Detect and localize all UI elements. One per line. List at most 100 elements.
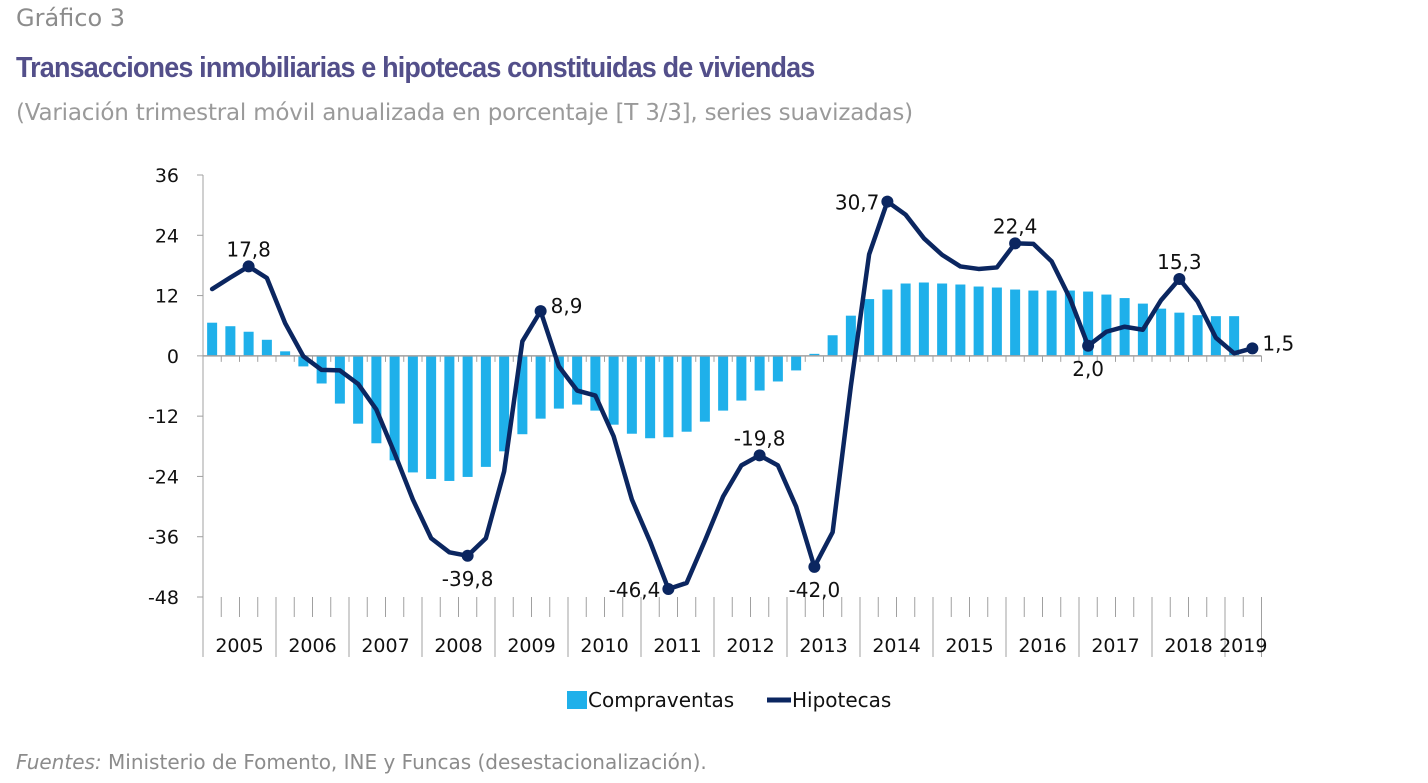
y-tick-label: -36 bbox=[148, 527, 179, 549]
y-tick-label: -24 bbox=[148, 466, 179, 488]
data-label: 1,5 bbox=[1262, 331, 1294, 355]
y-tick-label: 12 bbox=[155, 286, 179, 308]
data-point-marker bbox=[808, 560, 821, 573]
bar bbox=[955, 284, 966, 356]
bar bbox=[280, 351, 291, 356]
bar bbox=[864, 299, 875, 356]
data-point-marker bbox=[534, 305, 547, 318]
bar bbox=[827, 335, 838, 356]
bar bbox=[626, 355, 637, 434]
bar bbox=[608, 355, 619, 425]
bar bbox=[261, 339, 272, 356]
x-tick-label-year: 2005 bbox=[215, 635, 263, 657]
x-tick-label-year: 2019 bbox=[1219, 635, 1267, 657]
bar bbox=[772, 355, 783, 382]
bar bbox=[900, 283, 911, 356]
bar bbox=[991, 287, 1002, 356]
y-tick-label: 0 bbox=[167, 346, 179, 368]
bar bbox=[882, 289, 893, 356]
bar bbox=[681, 355, 692, 432]
data-label: -42,0 bbox=[789, 578, 841, 602]
legend-label-compraventas: Compraventas bbox=[588, 688, 734, 712]
bar bbox=[590, 355, 601, 411]
data-point-marker bbox=[1173, 272, 1186, 285]
bar bbox=[1101, 294, 1112, 356]
y-tick-label: -12 bbox=[148, 406, 179, 428]
data-label: 22,4 bbox=[993, 214, 1038, 238]
data-label: -39,8 bbox=[442, 567, 494, 591]
bar bbox=[334, 355, 345, 404]
bar bbox=[444, 355, 455, 481]
bar bbox=[298, 355, 309, 367]
data-label: 8,9 bbox=[551, 294, 583, 318]
bar bbox=[791, 355, 802, 371]
bar bbox=[535, 355, 546, 419]
bar bbox=[371, 355, 382, 444]
data-point-marker bbox=[881, 195, 894, 208]
bar bbox=[699, 355, 710, 422]
x-tick-label-year: 2007 bbox=[361, 635, 409, 657]
bar bbox=[353, 355, 364, 424]
bar bbox=[243, 331, 254, 356]
bar bbox=[480, 355, 491, 467]
y-tick-label: -48 bbox=[148, 587, 179, 609]
bar bbox=[462, 355, 473, 477]
x-tick-label-year: 2015 bbox=[945, 635, 993, 657]
data-label: 17,8 bbox=[226, 237, 271, 261]
bar bbox=[809, 353, 820, 356]
source-text: Ministerio de Fomento, INE y Funcas (des… bbox=[101, 750, 707, 774]
bar bbox=[1083, 291, 1094, 356]
bar bbox=[937, 283, 948, 356]
x-tick-label-year: 2008 bbox=[434, 635, 482, 657]
data-point-marker bbox=[662, 582, 675, 595]
chart-kicker: Gráfico 3 bbox=[16, 4, 126, 32]
x-tick-label-year: 2017 bbox=[1091, 635, 1139, 657]
chart-title: Transacciones inmobiliarias e hipotecas … bbox=[16, 52, 815, 84]
legend: Compraventas Hipotecas bbox=[567, 688, 891, 712]
y-tick-label: 36 bbox=[155, 165, 179, 187]
source-note: Fuentes: Ministerio de Fomento, INE y Fu… bbox=[16, 750, 707, 774]
line-hipotecas bbox=[209, 199, 1255, 592]
x-tick-label-year: 2018 bbox=[1164, 635, 1212, 657]
bar bbox=[754, 355, 765, 391]
axes: 36 24 12 0 -12 -24 -36 -48 2005 2006 2007 2008 2009 2… bbox=[148, 165, 1267, 657]
y-tick-label: 24 bbox=[155, 225, 179, 247]
bar bbox=[645, 355, 656, 439]
bar bbox=[1064, 290, 1075, 356]
data-label: 15,3 bbox=[1157, 250, 1202, 274]
bar bbox=[572, 355, 583, 405]
bar bbox=[663, 355, 674, 438]
bar bbox=[1028, 290, 1039, 356]
data-point-marker bbox=[461, 549, 474, 562]
bar bbox=[1156, 308, 1167, 356]
bar bbox=[918, 282, 929, 356]
legend-label-hipotecas: Hipotecas bbox=[792, 688, 891, 712]
bar bbox=[389, 355, 400, 461]
bar bbox=[225, 326, 236, 356]
legend-swatch-compraventas bbox=[567, 691, 587, 709]
bar bbox=[426, 355, 437, 479]
bar bbox=[845, 315, 856, 356]
source-label: Fuentes: bbox=[16, 750, 102, 774]
x-tick-label-year: 2011 bbox=[653, 635, 701, 657]
bar bbox=[553, 355, 564, 409]
x-tick-label-year: 2009 bbox=[507, 635, 555, 657]
data-labels: 17,8 -39,8 8,9 -46,4 -19,8 -42,0 30,7 22,4 2,0 15… bbox=[226, 191, 1294, 602]
bar-series-compraventas bbox=[207, 282, 1240, 481]
data-label: -19,8 bbox=[734, 426, 786, 450]
x-tick-label-year: 2016 bbox=[1018, 635, 1066, 657]
data-label: 30,7 bbox=[835, 191, 880, 215]
data-label: 2,0 bbox=[1072, 357, 1104, 381]
data-label: -46,4 bbox=[609, 578, 661, 602]
bar bbox=[207, 322, 218, 356]
x-tick-label-year: 2010 bbox=[580, 635, 628, 657]
bar bbox=[736, 355, 747, 401]
x-tick-label-year: 2013 bbox=[799, 635, 847, 657]
x-tick-label-year: 2006 bbox=[288, 635, 336, 657]
bar bbox=[1192, 315, 1203, 356]
bar bbox=[1046, 290, 1057, 356]
bar bbox=[973, 286, 984, 356]
bar bbox=[718, 355, 729, 411]
bar bbox=[1010, 289, 1021, 356]
